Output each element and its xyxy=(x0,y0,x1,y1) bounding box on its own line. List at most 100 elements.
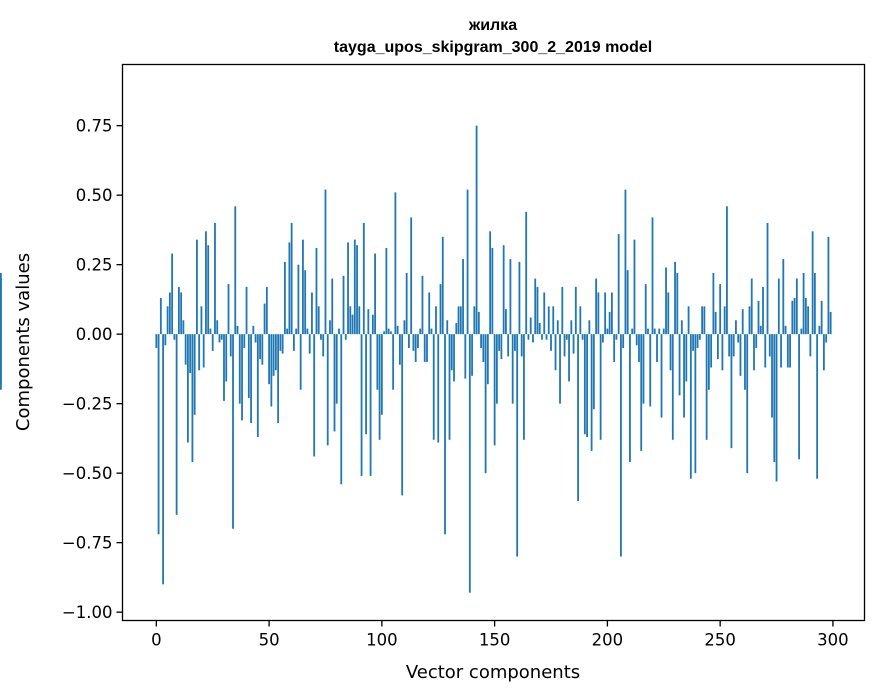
bar xyxy=(498,334,501,351)
bar xyxy=(516,334,519,557)
bar xyxy=(759,325,762,335)
bar xyxy=(408,334,410,349)
bar xyxy=(595,278,598,335)
bar xyxy=(707,334,710,390)
bar xyxy=(166,306,169,335)
bar xyxy=(430,328,433,335)
bar xyxy=(489,231,492,335)
bar xyxy=(775,334,778,482)
bar xyxy=(274,334,277,371)
bar xyxy=(780,334,782,368)
bar xyxy=(791,300,794,335)
bar xyxy=(317,306,320,335)
bar xyxy=(383,331,386,335)
bar xyxy=(624,189,627,335)
bar xyxy=(394,192,397,335)
bar xyxy=(259,334,261,360)
bar xyxy=(187,334,189,443)
bar xyxy=(642,334,645,404)
bar xyxy=(653,328,656,335)
bar xyxy=(302,239,304,335)
bar xyxy=(554,334,557,371)
bar xyxy=(367,309,370,335)
bar xyxy=(419,328,422,335)
bar-series xyxy=(0,125,832,593)
bar xyxy=(816,334,819,479)
bar xyxy=(525,211,528,335)
bar xyxy=(606,328,609,335)
bar xyxy=(615,334,618,340)
bar xyxy=(475,125,478,335)
bar xyxy=(746,334,749,474)
bar xyxy=(804,298,807,335)
bar xyxy=(392,334,395,390)
bar xyxy=(272,334,275,376)
bar xyxy=(234,206,237,335)
bar xyxy=(701,306,704,335)
bar xyxy=(376,334,379,390)
bar xyxy=(202,334,205,368)
bar xyxy=(263,303,266,335)
bar xyxy=(689,334,692,479)
y-tick-label: −0.25 xyxy=(62,395,113,414)
bar xyxy=(401,334,404,496)
bar xyxy=(155,334,158,349)
bar xyxy=(543,292,546,335)
bar xyxy=(773,334,776,463)
x-tick-label: 100 xyxy=(366,631,398,650)
bar xyxy=(225,334,228,382)
bar xyxy=(396,325,399,335)
bar xyxy=(351,314,354,335)
y-axis-label: Components values xyxy=(13,253,34,431)
bar xyxy=(798,334,800,460)
bar xyxy=(631,328,634,335)
bar xyxy=(315,247,318,335)
bar xyxy=(254,334,257,343)
bar xyxy=(191,334,194,463)
bar xyxy=(162,334,164,585)
bar xyxy=(227,284,230,335)
bar xyxy=(820,300,823,335)
y-tick-label: −0.50 xyxy=(62,464,113,483)
bar xyxy=(480,334,482,349)
bar xyxy=(358,306,361,335)
bar xyxy=(403,320,406,335)
bar xyxy=(198,334,201,371)
bar xyxy=(735,320,737,335)
bar xyxy=(410,217,413,335)
bar xyxy=(744,334,746,390)
bar xyxy=(532,334,534,343)
bar xyxy=(423,334,426,362)
bar xyxy=(171,253,174,335)
bar xyxy=(437,334,440,443)
bar xyxy=(667,292,670,335)
bar xyxy=(200,306,203,335)
bar xyxy=(340,334,343,485)
x-axis-ticks: 0 50 100 150 200 250 300 xyxy=(151,620,849,650)
x-tick-label: 50 xyxy=(259,631,280,650)
bar xyxy=(462,259,464,335)
bar xyxy=(308,334,311,354)
bar xyxy=(529,317,532,335)
bar xyxy=(568,334,570,382)
bar xyxy=(719,284,722,335)
y-tick-label: 0.50 xyxy=(76,186,113,205)
bar xyxy=(561,286,564,335)
bar xyxy=(793,298,796,335)
bar xyxy=(482,334,485,362)
bar xyxy=(283,261,286,335)
bar xyxy=(726,206,728,335)
bar xyxy=(698,334,701,340)
bar xyxy=(205,231,207,335)
bar xyxy=(674,261,676,335)
bar xyxy=(712,273,715,335)
x-tick-label: 150 xyxy=(479,631,511,650)
bar xyxy=(326,334,329,446)
bar xyxy=(220,334,223,340)
bar xyxy=(647,328,649,335)
bar xyxy=(256,334,259,438)
bar xyxy=(261,334,264,365)
bar xyxy=(823,334,825,371)
y-tick-label: 0.25 xyxy=(76,256,113,275)
bar xyxy=(182,320,185,335)
